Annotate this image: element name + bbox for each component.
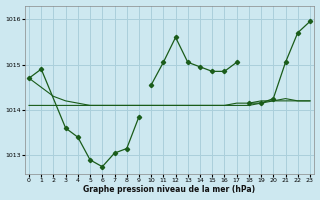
X-axis label: Graphe pression niveau de la mer (hPa): Graphe pression niveau de la mer (hPa) bbox=[84, 185, 256, 194]
